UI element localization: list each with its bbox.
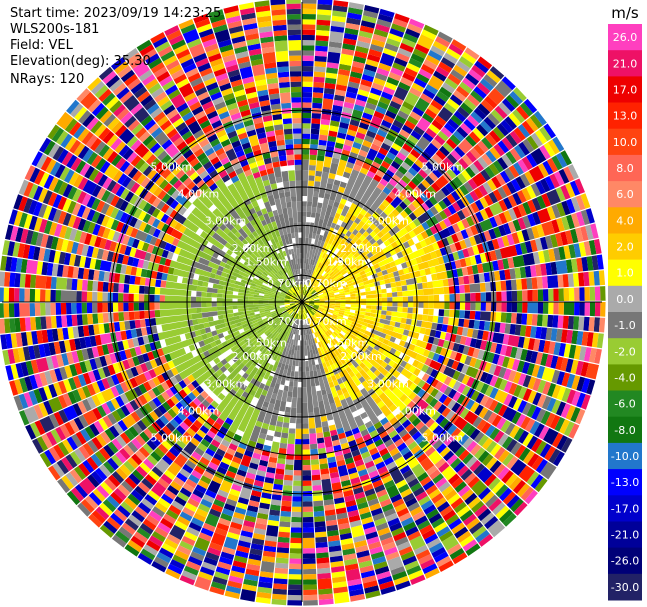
range-ring-label: 2.00km — [232, 350, 274, 363]
azimuth-spoke — [244, 301, 303, 402]
azimuth-spoke — [301, 301, 402, 360]
colorbar-tick-label: -2.0 — [614, 345, 635, 358]
range-ring-label: 2.00km — [232, 242, 274, 255]
colorbar-swatch — [608, 24, 642, 51]
gate-layer — [8, 0, 594, 590]
colorbar-tick-label: -13.0 — [611, 476, 639, 489]
elevation-label: Elevation(deg): 35.30 — [10, 54, 151, 69]
colorbar-tick-label: -30.0 — [611, 581, 639, 594]
range-ring-label: 5.00km — [422, 432, 464, 445]
gate-layer — [7, 3, 602, 586]
range-ring-label: 2.00km — [340, 242, 382, 255]
colorbar-tick-label: -8.0 — [614, 424, 635, 437]
gate-layer — [4, 9, 599, 596]
colorbar-swatch — [608, 416, 642, 444]
range-ring-label: 5.00km — [422, 161, 464, 174]
colorbar-tick-label: 10.0 — [613, 136, 638, 149]
colorbar-tick-label: 13.0 — [613, 110, 638, 123]
colorbar-tick-label: -4.0 — [614, 372, 635, 385]
colorbar-swatch — [608, 76, 642, 104]
colorbar-swatch — [608, 102, 642, 130]
colorbar-tick-label: -26.0 — [611, 555, 639, 568]
range-ring-label: 0.70km — [267, 315, 309, 328]
ppi-gates — [0, 0, 606, 606]
gate-layer — [307, 199, 450, 413]
start-time-label: Start time: 2023/09/19 14:23:25 — [10, 6, 222, 21]
colorbar-swatch — [608, 547, 642, 575]
range-ring-label: 4.00km — [178, 188, 220, 201]
colorbar-tick-label: -1.0 — [614, 319, 635, 332]
colorbar-swatch — [608, 259, 642, 287]
range-ring-label: 5.00km — [151, 432, 193, 445]
colorbar-tick-label: 21.0 — [613, 57, 638, 70]
colorbar-tick-label: -6.0 — [614, 398, 635, 411]
colorbar-swatch — [608, 338, 642, 365]
colorbar-tick-label: -17.0 — [611, 502, 639, 515]
range-ring-label: 3.00km — [367, 377, 409, 390]
range-ring-label: 3.00km — [205, 377, 247, 390]
colorbar-swatch — [608, 50, 642, 77]
range-ring-label: 4.00km — [394, 188, 436, 201]
colorbar-unit: m/s — [611, 4, 639, 22]
colorbar-swatch — [608, 312, 642, 339]
range-ring-label: 4.00km — [394, 404, 436, 417]
gate-layer — [10, 15, 601, 606]
range-ring-label: 1.50km — [327, 337, 369, 350]
gate-layer — [0, 0, 606, 599]
azimuth-spoke — [301, 244, 402, 303]
colorbar-tick-label: 6.0 — [616, 188, 634, 201]
colorbar-tick-label: 0.0 — [616, 293, 634, 306]
gate-layer — [258, 157, 424, 449]
field-label: Field: VEL — [10, 38, 73, 53]
colorbar-tick-label: 17.0 — [613, 84, 638, 97]
colorbar-tick-label: 4.0 — [616, 214, 634, 227]
colorbar-swatch — [608, 442, 642, 470]
range-ring-label: 0.70km — [267, 277, 309, 290]
colorbar-tick-label: -10.0 — [611, 450, 639, 463]
colorbar-tick-label: 26.0 — [613, 31, 638, 44]
azimuth-spoke — [244, 202, 303, 303]
colorbar-swatch — [608, 128, 642, 156]
colorbar-swatch — [608, 469, 642, 496]
azimuth-spoke — [202, 244, 303, 303]
gate-layer — [185, 191, 295, 406]
colorbar-swatch — [608, 181, 642, 208]
gate-layer — [5, 0, 604, 592]
colorbar-swatch — [608, 364, 642, 392]
colorbar-swatch — [608, 495, 642, 522]
gate-layer — [13, 0, 590, 606]
range-ring-label: 2.00km — [340, 350, 382, 363]
colorbar-tick-label: -21.0 — [611, 529, 639, 542]
colorbar-tick-label: 1.0 — [616, 267, 634, 280]
colorbar-tick-label: 8.0 — [616, 162, 634, 175]
instrument-label: WLS200s-181 — [10, 22, 100, 37]
colorbar-swatch — [608, 521, 642, 549]
colorbar-swatch — [608, 233, 642, 261]
range-ring-label: 0.70km — [305, 277, 347, 290]
azimuth-spoke — [301, 202, 360, 303]
colorbar-swatch — [608, 154, 642, 182]
colorbar-tick-label: 2.0 — [616, 241, 634, 254]
range-ring-label: 1.50km — [327, 255, 369, 268]
nrays-label: NRays: 120 — [10, 72, 85, 87]
azimuth-spoke — [202, 301, 303, 360]
colorbar-swatch — [608, 207, 642, 234]
gate-layer — [5, 5, 596, 602]
colorbar-swatch — [608, 285, 642, 313]
colorbar-swatch — [608, 573, 642, 601]
colorbar-swatch — [608, 390, 642, 418]
range-ring-label: 5.00km — [151, 161, 193, 174]
range-ring-label: 3.00km — [205, 215, 247, 228]
azimuth-spoke — [301, 301, 360, 402]
range-ring-label: 3.00km — [367, 215, 409, 228]
range-ring-label: 4.00km — [178, 404, 220, 417]
